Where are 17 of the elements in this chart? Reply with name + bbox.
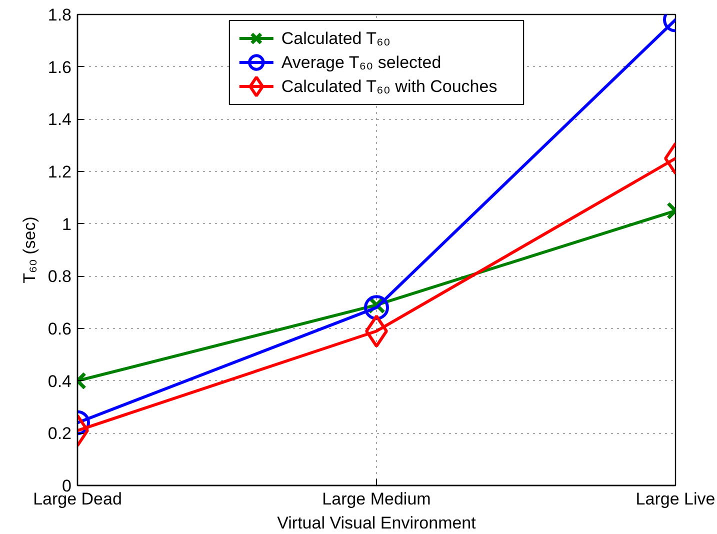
y-axis-title: T₆₀ (sec) [20,216,39,284]
y-tick-label: 0.4 [48,372,72,391]
x-tick-label: Large Live [636,490,716,508]
y-tick-label: 1.2 [48,162,72,182]
legend-label: Calculated T₆₀ [281,29,390,48]
x-axis-title: Virtual Visual Environment [277,514,476,532]
y-tick-label: 0 [62,476,72,496]
y-tick-label: 0.6 [48,320,72,338]
y-tick-label: 1.4 [48,110,72,130]
y-tick-label: 0.8 [48,267,72,286]
y-tick-label: 1 [62,214,72,234]
y-tick-label: 1.8 [48,6,72,24]
y-tick-label: 0.2 [48,424,72,444]
legend-label: Calculated T₆₀ with Couches [281,77,498,96]
y-tick-label: 1.6 [48,58,72,77]
x-tick-label: Large Medium [322,490,431,508]
legend-label: Average T₆₀ selected [281,53,442,72]
